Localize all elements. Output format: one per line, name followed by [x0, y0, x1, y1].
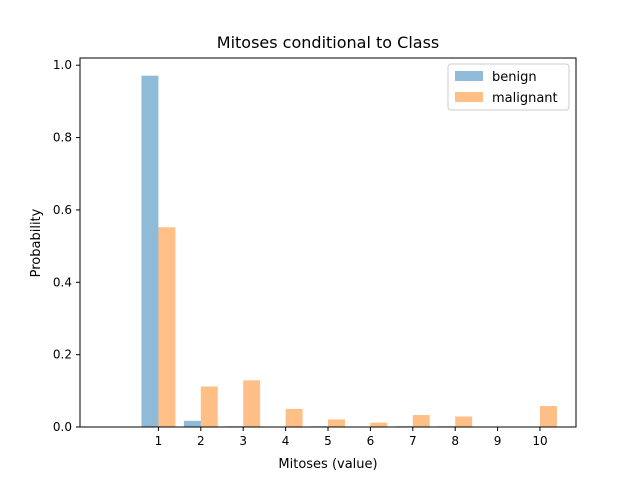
bar-malignant-3: [243, 380, 261, 427]
y-ticks: 0.0 0.2 0.4 0.6 0.8 1.0: [53, 58, 80, 434]
y-tick-label: 1.0: [53, 58, 72, 72]
x-tick-label: 4: [282, 434, 290, 448]
bar-malignant-8: [455, 416, 473, 427]
x-tick-label: 9: [494, 434, 502, 448]
bar-benign-2: [183, 420, 201, 427]
bar-malignant-10: [539, 406, 557, 427]
bar-malignant-5: [328, 419, 345, 427]
legend-label-benign: benign: [492, 70, 537, 85]
legend-swatch-benign: [455, 71, 483, 81]
x-tick-label: 6: [367, 434, 375, 448]
legend: benign malignant: [447, 63, 570, 111]
x-tick-label: 10: [532, 434, 547, 448]
bar-benign-1: [141, 75, 159, 427]
y-tick-label: 0.6: [53, 203, 72, 217]
y-tick-label: 0.4: [53, 275, 72, 289]
y-tick-label: 0.0: [53, 420, 72, 434]
y-tick-label: 0.8: [53, 131, 72, 145]
x-tick-label: 8: [451, 434, 459, 448]
bar-malignant-4: [285, 408, 303, 427]
bar-malignant-6: [370, 422, 388, 427]
bar-malignant-1: [158, 227, 176, 427]
x-axis-label: Mitoses (value): [278, 457, 377, 472]
chart-title: Mitoses conditional to Class: [217, 33, 439, 52]
legend-swatch-malignant: [455, 92, 483, 102]
x-tick-label: 3: [239, 434, 247, 448]
legend-label-malignant: malignant: [492, 91, 558, 106]
bar-malignant-2: [200, 386, 218, 427]
x-ticks: 1 2 3 4 5 6 7 8 9 10: [155, 427, 548, 448]
bar-malignant-7: [412, 415, 430, 427]
x-tick-label: 2: [197, 434, 205, 448]
y-axis-label: Probability: [29, 208, 44, 277]
y-tick-label: 0.2: [53, 348, 72, 362]
x-tick-label: 1: [155, 434, 163, 448]
x-tick-label: 7: [409, 434, 417, 448]
x-tick-label: 5: [324, 434, 332, 448]
bars-layer: [141, 75, 557, 427]
